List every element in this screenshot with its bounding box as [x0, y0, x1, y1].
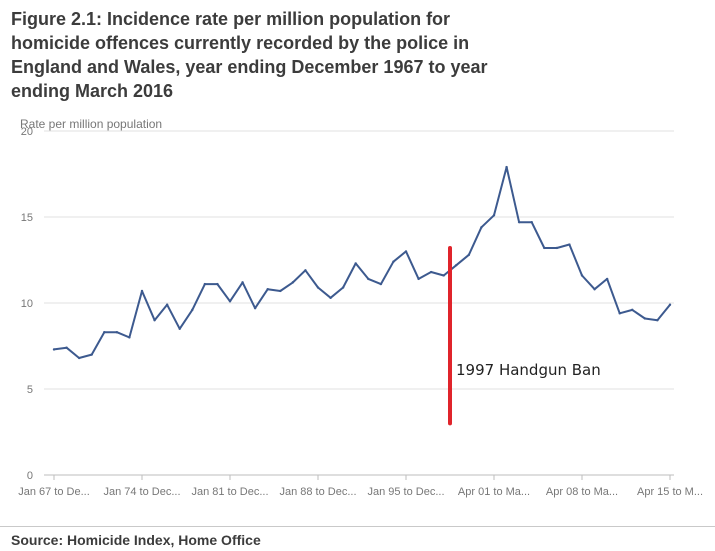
- x-tick-label: Jan 81 to Dec...: [191, 486, 268, 498]
- x-tick-label: Jan 74 to Dec...: [103, 486, 180, 498]
- data-point: [505, 165, 508, 169]
- line-chart: Rate per million population 0 5 10 15 20 Jan…: [18, 117, 703, 498]
- y-tick-label: 10: [21, 298, 33, 310]
- y-tick-label: 20: [21, 126, 33, 138]
- handgun-ban-annotation-label: 1997 Handgun Ban: [456, 361, 601, 379]
- data-point: [530, 220, 533, 224]
- data-point: [178, 327, 181, 330]
- data-point: [52, 348, 56, 351]
- data-point: [77, 356, 81, 360]
- gridlines: [44, 130, 674, 476]
- data-point: [605, 277, 609, 281]
- data-point: [618, 312, 621, 315]
- data-point: [241, 281, 244, 284]
- y-axis-label: Rate per million population: [20, 117, 162, 131]
- data-point: [203, 282, 207, 286]
- x-tick-label: Apr 08 to Ma...: [546, 486, 618, 498]
- data-point: [115, 331, 119, 334]
- data-point: [367, 277, 370, 281]
- data-point: [165, 303, 169, 306]
- data-point: [492, 214, 496, 217]
- data-point: [417, 277, 420, 281]
- x-tick-label: Jan 95 to Dec...: [367, 486, 444, 498]
- data-point: [291, 281, 295, 284]
- y-tick-label: 5: [27, 384, 33, 396]
- data-point: [279, 289, 282, 293]
- data-point: [543, 246, 546, 250]
- data-point: [568, 243, 571, 246]
- x-tick-label: Jan 88 to Dec...: [279, 486, 356, 498]
- data-point: [404, 250, 408, 253]
- data-point: [354, 262, 357, 265]
- data-point: [140, 289, 144, 293]
- data-point: [480, 226, 483, 229]
- data-point: [90, 353, 93, 356]
- data-point: [65, 346, 68, 349]
- y-tick-label: 15: [21, 212, 33, 224]
- data-point: [253, 306, 257, 310]
- data-point: [656, 319, 659, 322]
- data-point: [191, 308, 194, 312]
- data-point: [455, 263, 458, 267]
- data-point: [379, 282, 383, 286]
- data-point: [128, 336, 131, 339]
- x-tick-labels: Jan 67 to De... Jan 74 to Dec... Jan 81 to…: [18, 475, 703, 498]
- data-point: [329, 296, 332, 300]
- data-point: [555, 246, 559, 250]
- data-point: [266, 288, 269, 291]
- footer-divider: [0, 526, 715, 527]
- y-tick-labels: 0 5 10 15 20: [21, 126, 33, 482]
- data-point: [103, 331, 106, 334]
- data-point: [517, 220, 521, 224]
- data-point: [429, 270, 433, 274]
- x-tick-label: Jan 67 to De...: [18, 486, 90, 498]
- data-point: [580, 274, 584, 277]
- data-point: [153, 319, 156, 322]
- data-point: [228, 300, 232, 303]
- x-tick-label: Apr 01 to Ma...: [458, 486, 530, 498]
- data-point: [442, 274, 445, 277]
- data-point: [668, 303, 672, 306]
- series-group: [52, 165, 672, 360]
- source-note: Source: Homicide Index, Home Office: [11, 532, 261, 548]
- x-tick-label: Apr 15 to M...: [637, 486, 703, 498]
- chart-title: Figure 2.1: Incidence rate per million p…: [11, 9, 488, 101]
- data-point: [316, 286, 320, 289]
- series-line: [53, 166, 671, 359]
- data-point: [631, 308, 634, 312]
- data-point: [467, 253, 471, 257]
- data-point: [216, 282, 219, 286]
- y-tick-label: 0: [27, 470, 33, 482]
- data-point: [392, 260, 395, 263]
- data-point: [341, 286, 345, 289]
- data-point: [593, 288, 596, 291]
- data-point: [304, 269, 307, 272]
- data-point: [643, 317, 647, 320]
